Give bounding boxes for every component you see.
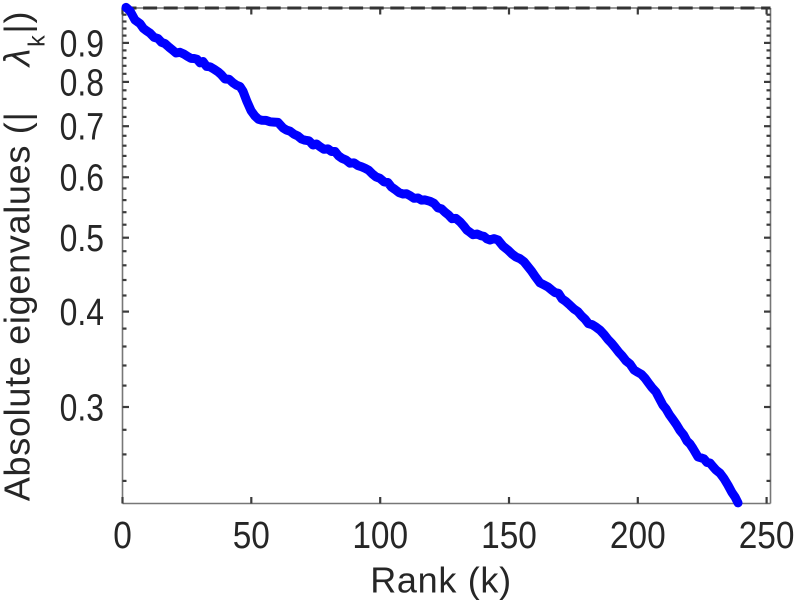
svg-text:150: 150 — [481, 514, 537, 556]
svg-text:Rank (k): Rank (k) — [370, 560, 512, 600]
svg-text:0: 0 — [113, 514, 132, 556]
svg-text:0.9: 0.9 — [60, 23, 104, 65]
svg-text:0.6: 0.6 — [60, 157, 104, 199]
svg-text:0.3: 0.3 — [60, 387, 104, 429]
svg-text:0.7: 0.7 — [60, 106, 104, 148]
svg-text:0.4: 0.4 — [60, 291, 104, 333]
svg-text:250: 250 — [739, 514, 795, 556]
svg-text:100: 100 — [352, 514, 408, 556]
svg-text:50: 50 — [233, 514, 270, 556]
svg-text:0.8: 0.8 — [60, 62, 104, 104]
svg-text:0.5: 0.5 — [60, 218, 104, 260]
svg-text:200: 200 — [610, 514, 666, 556]
